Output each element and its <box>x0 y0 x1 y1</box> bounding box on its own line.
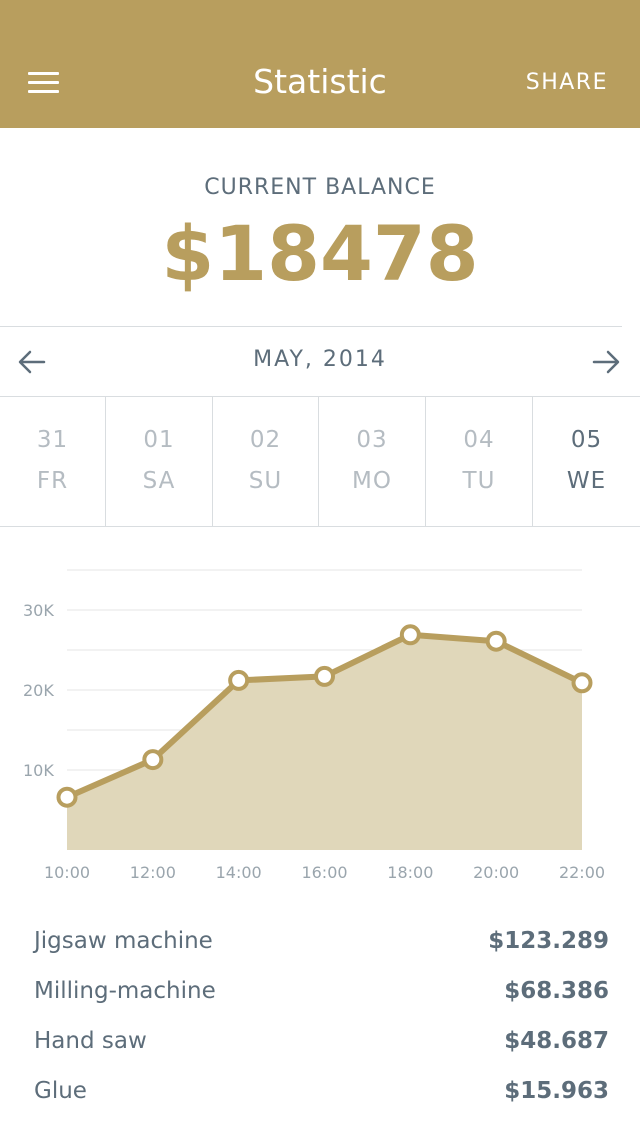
x-tick-label: 10:00 <box>44 863 90 882</box>
app-header: Statistic SHARE <box>0 0 640 128</box>
day-item[interactable]: 02 SU <box>213 397 319 526</box>
month-label: MAY, 2014 <box>253 347 387 372</box>
item-amount: $15.963 <box>504 1078 609 1104</box>
area-fill <box>67 634 582 850</box>
list-item[interactable]: Glue $15.963 <box>34 1070 609 1120</box>
day-weekday: FR <box>36 468 69 494</box>
item-name: Jigsaw machine <box>34 928 213 954</box>
list-item[interactable]: Jigsaw machine $123.289 <box>34 920 609 970</box>
day-weekday: WE <box>566 468 607 494</box>
day-selector: 31 FR 01 SA 02 SU 03 MO 04 TU 05 WE <box>0 397 640 526</box>
balance-label: CURRENT BALANCE <box>204 175 436 200</box>
x-tick-label: 12:00 <box>130 863 176 882</box>
data-point <box>399 624 421 646</box>
x-tick-label: 20:00 <box>473 863 519 882</box>
list-item[interactable]: Milling-machine $68.386 <box>34 970 609 1020</box>
day-number: 03 <box>356 427 388 453</box>
day-weekday: SU <box>248 468 283 494</box>
share-button[interactable]: SHARE <box>525 70 608 95</box>
day-item[interactable]: 31 FR <box>0 397 106 526</box>
list-item[interactable]: Hand saw $48.687 <box>34 1020 609 1070</box>
day-number: 01 <box>143 427 175 453</box>
x-tick-label: 16:00 <box>301 863 347 882</box>
x-tick-label: 14:00 <box>216 863 262 882</box>
day-number: 31 <box>36 427 69 453</box>
day-item[interactable]: 01 SA <box>106 397 213 526</box>
item-name: Milling-machine <box>34 978 216 1004</box>
day-weekday: SA <box>142 468 176 494</box>
x-tick-label: 22:00 <box>559 863 605 882</box>
expense-list: Jigsaw machine $123.289 Milling-machine … <box>34 920 609 1120</box>
arrow-left-icon[interactable] <box>16 347 48 377</box>
data-point <box>56 786 78 808</box>
item-name: Glue <box>34 1078 87 1104</box>
data-point <box>485 630 507 652</box>
y-tick-label: 20K <box>23 681 54 700</box>
divider <box>0 396 640 397</box>
item-amount: $123.289 <box>488 928 609 954</box>
page-title: Statistic <box>253 62 387 101</box>
data-point <box>571 672 593 694</box>
divider <box>0 526 640 527</box>
day-item[interactable]: 03 MO <box>319 397 426 526</box>
balance-value: $18478 <box>161 209 479 298</box>
data-point <box>314 665 335 687</box>
y-tick-label: 10K <box>23 761 54 780</box>
day-number: 05 <box>570 427 603 453</box>
day-weekday: TU <box>462 468 496 494</box>
balance-area-chart: 10K 20K 30K 10:00 12:00 14:00 16:00 18:00 20:00 2… <box>23 569 605 882</box>
data-point <box>142 749 164 771</box>
data-point <box>228 669 250 691</box>
item-name: Hand saw <box>34 1028 147 1054</box>
y-tick-label: 30K <box>23 601 54 620</box>
day-item-selected[interactable]: 05 WE <box>533 397 640 526</box>
hamburger-menu-icon[interactable] <box>28 72 59 96</box>
day-number: 02 <box>249 427 282 453</box>
item-amount: $48.687 <box>504 1028 609 1054</box>
item-amount: $68.386 <box>504 978 609 1004</box>
x-tick-label: 18:00 <box>387 863 433 882</box>
day-number: 04 <box>463 427 495 453</box>
day-item[interactable]: 04 TU <box>426 397 533 526</box>
month-navigator <box>0 326 622 397</box>
arrow-right-icon[interactable] <box>590 347 622 377</box>
day-weekday: MO <box>352 468 392 494</box>
